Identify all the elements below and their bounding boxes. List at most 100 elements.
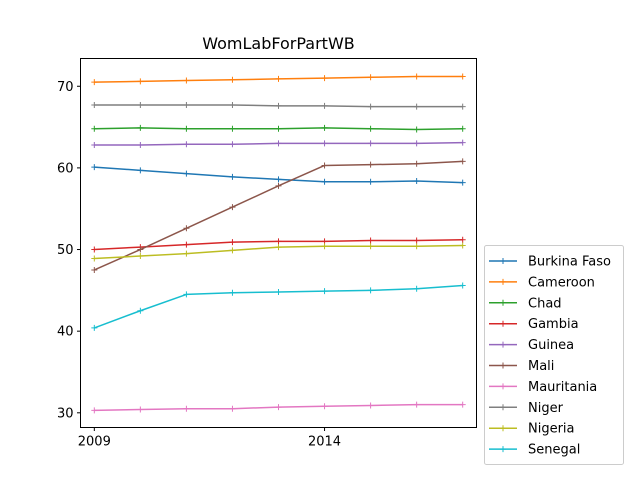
legend-marker xyxy=(500,446,506,453)
data-point-burkina-faso xyxy=(275,176,282,183)
data-point-niger xyxy=(321,102,328,109)
data-point-nigeria xyxy=(367,243,374,250)
data-point-gambia xyxy=(91,246,98,253)
legend-label: Nigeria xyxy=(528,422,575,437)
legend-marker xyxy=(500,341,506,348)
legend-box xyxy=(484,245,624,465)
legend-marker xyxy=(500,383,506,390)
data-point-senegal xyxy=(321,288,328,295)
data-point-chad xyxy=(137,124,144,131)
legend-marker xyxy=(500,362,506,369)
data-point-mali xyxy=(367,161,374,168)
data-point-burkina-faso xyxy=(459,179,466,186)
data-point-mali xyxy=(321,162,328,169)
data-point-mali xyxy=(91,266,98,273)
legend-label: Gambia xyxy=(528,317,579,332)
legend: Burkina Faso Cameroon Chad Gambia Guinea Mali… xyxy=(484,245,624,465)
data-point-guinea xyxy=(229,141,236,148)
data-point-cameroon xyxy=(91,79,98,86)
series-layer xyxy=(91,73,466,414)
data-point-mali xyxy=(413,160,420,167)
data-point-niger xyxy=(91,102,98,109)
data-point-mali xyxy=(459,158,466,165)
data-point-senegal xyxy=(183,291,190,298)
series-senegal xyxy=(91,282,466,331)
legend-label: Chad xyxy=(528,296,562,311)
data-point-chad xyxy=(367,125,374,132)
data-point-cameroon xyxy=(229,76,236,83)
y-tick-label: 50 xyxy=(57,243,74,258)
legend-label: Mauritania xyxy=(528,380,597,395)
data-point-burkina-faso xyxy=(183,170,190,177)
data-point-chad xyxy=(459,125,466,132)
plot-frame xyxy=(80,58,477,428)
y-tick-label: 40 xyxy=(57,325,74,340)
data-point-niger xyxy=(459,103,466,110)
data-point-cameroon xyxy=(459,73,466,80)
data-point-guinea xyxy=(367,140,374,147)
data-point-nigeria xyxy=(275,244,282,251)
legend-marker xyxy=(500,299,506,306)
data-point-gambia xyxy=(229,239,236,246)
legend-label: Mali xyxy=(528,359,554,374)
data-point-guinea xyxy=(413,140,420,147)
data-point-cameroon xyxy=(413,73,420,80)
legend-marker xyxy=(500,320,506,327)
legend-label: Senegal xyxy=(528,443,580,458)
data-point-cameroon xyxy=(183,77,190,84)
data-point-niger xyxy=(229,102,236,109)
data-point-nigeria xyxy=(229,247,236,254)
data-point-chad xyxy=(275,125,282,132)
legend-item-senegal: Senegal xyxy=(489,443,580,458)
data-point-nigeria xyxy=(183,250,190,257)
data-point-guinea xyxy=(183,141,190,148)
data-point-mali xyxy=(183,225,190,232)
axes-layer: 30 40 50 60 70 2009 2014 xyxy=(57,80,341,450)
data-point-senegal xyxy=(413,285,420,292)
data-point-mauritania xyxy=(413,401,420,408)
data-point-cameroon xyxy=(367,74,374,81)
series-gambia xyxy=(91,236,466,253)
data-point-nigeria xyxy=(137,253,144,260)
data-point-gambia xyxy=(275,238,282,245)
data-point-burkina-faso xyxy=(321,178,328,185)
data-point-guinea xyxy=(91,142,98,149)
data-point-senegal xyxy=(229,289,236,296)
legend-marker xyxy=(500,278,506,285)
data-point-burkina-faso xyxy=(137,167,144,174)
data-point-niger xyxy=(275,102,282,109)
data-point-niger xyxy=(137,102,144,109)
legend-item-burkina-faso: Burkina Faso xyxy=(489,255,611,270)
series-nigeria xyxy=(91,242,466,262)
data-point-nigeria xyxy=(91,255,98,262)
data-point-mauritania xyxy=(137,406,144,413)
data-point-senegal xyxy=(137,307,144,314)
data-point-chad xyxy=(321,124,328,131)
data-point-guinea xyxy=(459,139,466,146)
data-point-mauritania xyxy=(321,403,328,410)
y-tick-label: 70 xyxy=(57,80,74,95)
data-point-senegal xyxy=(367,287,374,294)
data-point-guinea xyxy=(321,140,328,147)
data-point-mali xyxy=(137,246,144,253)
data-point-senegal xyxy=(275,288,282,295)
x-tick-label: 2009 xyxy=(78,435,111,450)
series-cameroon xyxy=(91,73,466,86)
series-mauritania xyxy=(91,401,466,414)
data-point-mauritania xyxy=(229,405,236,412)
data-point-niger xyxy=(183,102,190,109)
legend-item-chad: Chad xyxy=(489,296,562,311)
data-point-guinea xyxy=(275,140,282,147)
legend-label: Cameroon xyxy=(528,275,595,290)
data-point-mauritania xyxy=(183,405,190,412)
series-burkina-faso xyxy=(91,164,466,186)
data-point-nigeria xyxy=(413,243,420,250)
legend-label: Burkina Faso xyxy=(528,255,611,270)
legend-item-nigeria: Nigeria xyxy=(489,422,575,437)
legend-marker xyxy=(500,258,506,264)
data-point-mauritania xyxy=(459,401,466,408)
data-point-mali xyxy=(275,182,282,189)
data-point-burkina-faso xyxy=(367,178,374,185)
legend-item-guinea: Guinea xyxy=(489,338,574,353)
